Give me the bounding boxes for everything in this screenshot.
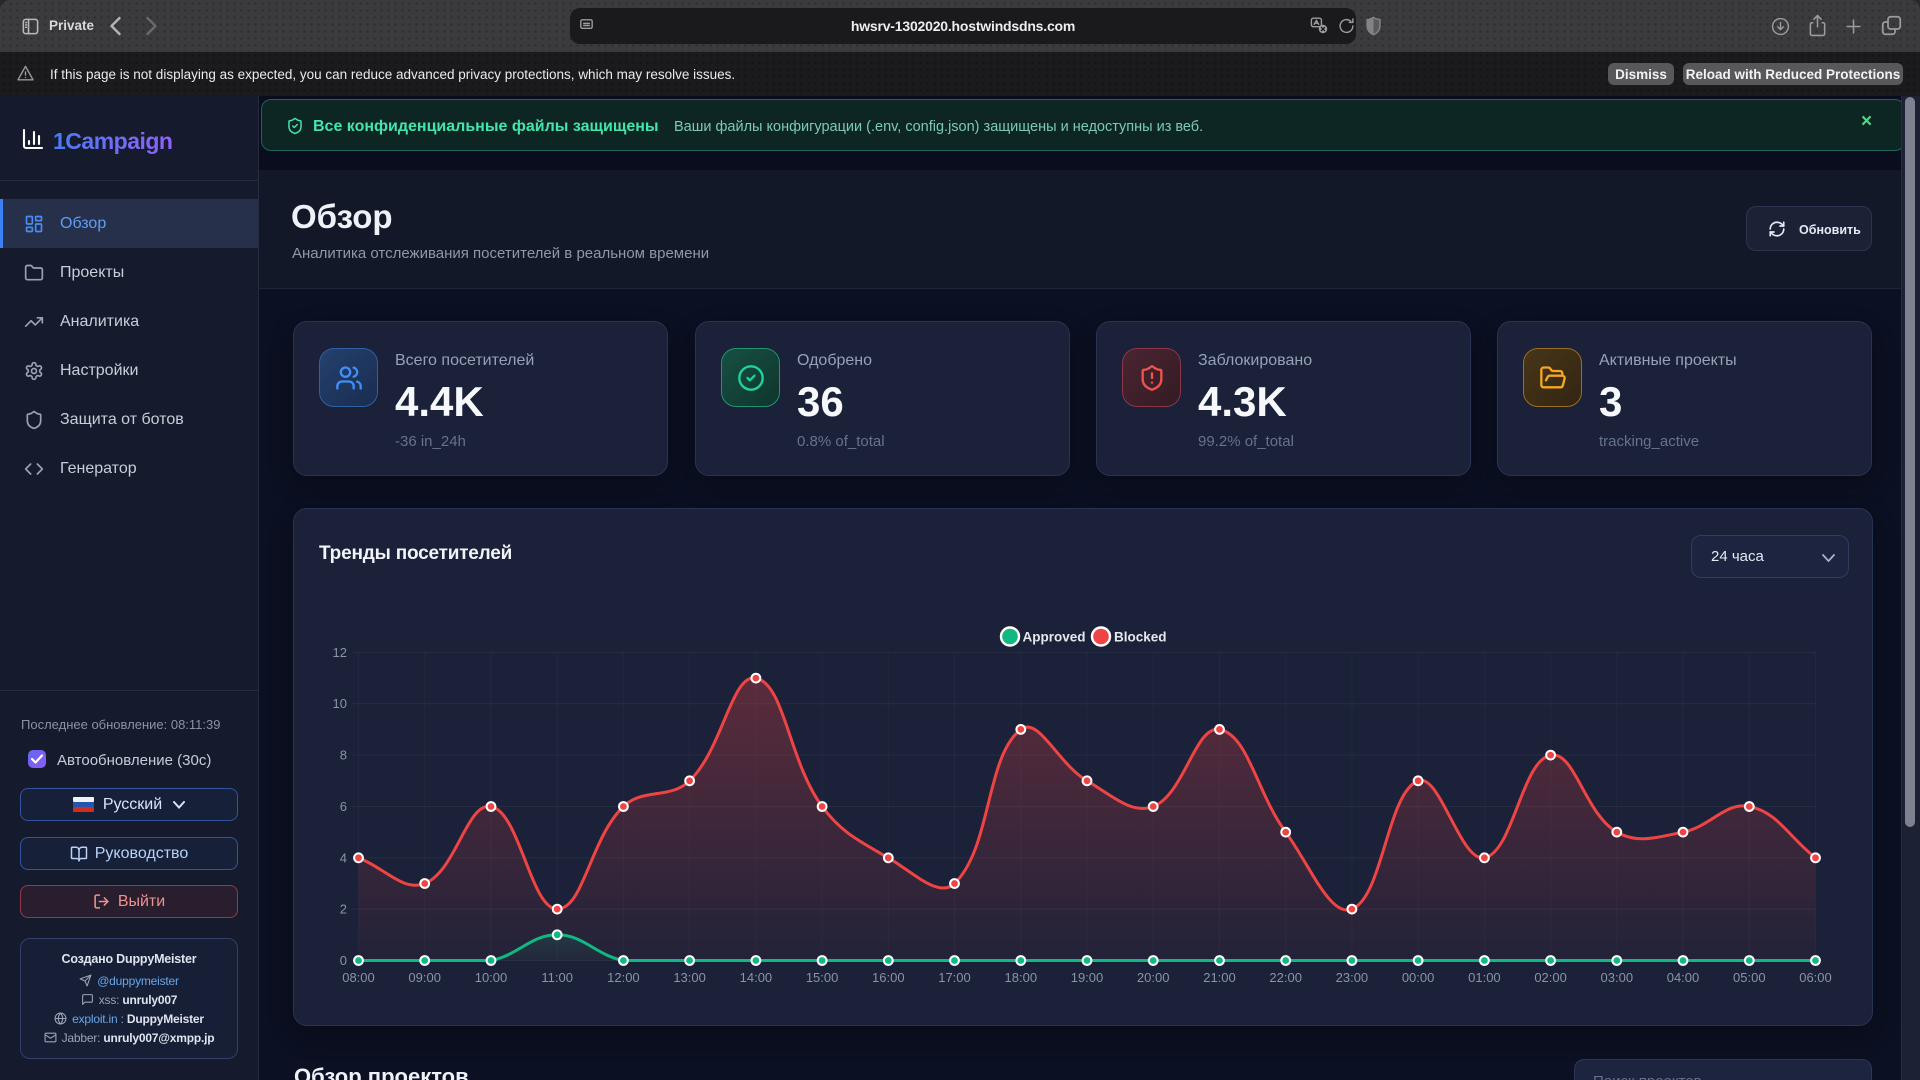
- svg-text:19:00: 19:00: [1071, 970, 1104, 985]
- svg-text:22:00: 22:00: [1269, 970, 1302, 985]
- svg-text:10:00: 10:00: [475, 970, 508, 985]
- svg-text:10: 10: [333, 696, 347, 711]
- svg-text:00:00: 00:00: [1402, 970, 1435, 985]
- svg-text:6: 6: [340, 799, 347, 814]
- svg-text:13:00: 13:00: [673, 970, 706, 985]
- svg-text:Approved: Approved: [1023, 630, 1086, 645]
- svg-text:16:00: 16:00: [872, 970, 905, 985]
- svg-text:0: 0: [340, 953, 347, 968]
- svg-text:20:00: 20:00: [1137, 970, 1170, 985]
- svg-text:4: 4: [340, 850, 347, 865]
- svg-text:02:00: 02:00: [1534, 970, 1567, 985]
- svg-text:06:00: 06:00: [1799, 970, 1832, 985]
- svg-text:23:00: 23:00: [1336, 970, 1369, 985]
- svg-text:18:00: 18:00: [1005, 970, 1038, 985]
- svg-text:01:00: 01:00: [1468, 970, 1501, 985]
- svg-text:2: 2: [340, 902, 347, 917]
- svg-text:12:00: 12:00: [607, 970, 640, 985]
- svg-text:21:00: 21:00: [1203, 970, 1236, 985]
- svg-text:08:00: 08:00: [342, 970, 375, 985]
- svg-text:15:00: 15:00: [806, 970, 839, 985]
- svg-text:12: 12: [333, 645, 347, 660]
- svg-text:04:00: 04:00: [1667, 970, 1700, 985]
- svg-text:8: 8: [340, 748, 347, 763]
- svg-text:14:00: 14:00: [740, 970, 773, 985]
- svg-text:Blocked: Blocked: [1114, 630, 1167, 645]
- svg-text:17:00: 17:00: [938, 970, 971, 985]
- svg-text:05:00: 05:00: [1733, 970, 1766, 985]
- svg-text:09:00: 09:00: [408, 970, 441, 985]
- svg-text:03:00: 03:00: [1601, 970, 1634, 985]
- svg-text:11:00: 11:00: [541, 970, 573, 985]
